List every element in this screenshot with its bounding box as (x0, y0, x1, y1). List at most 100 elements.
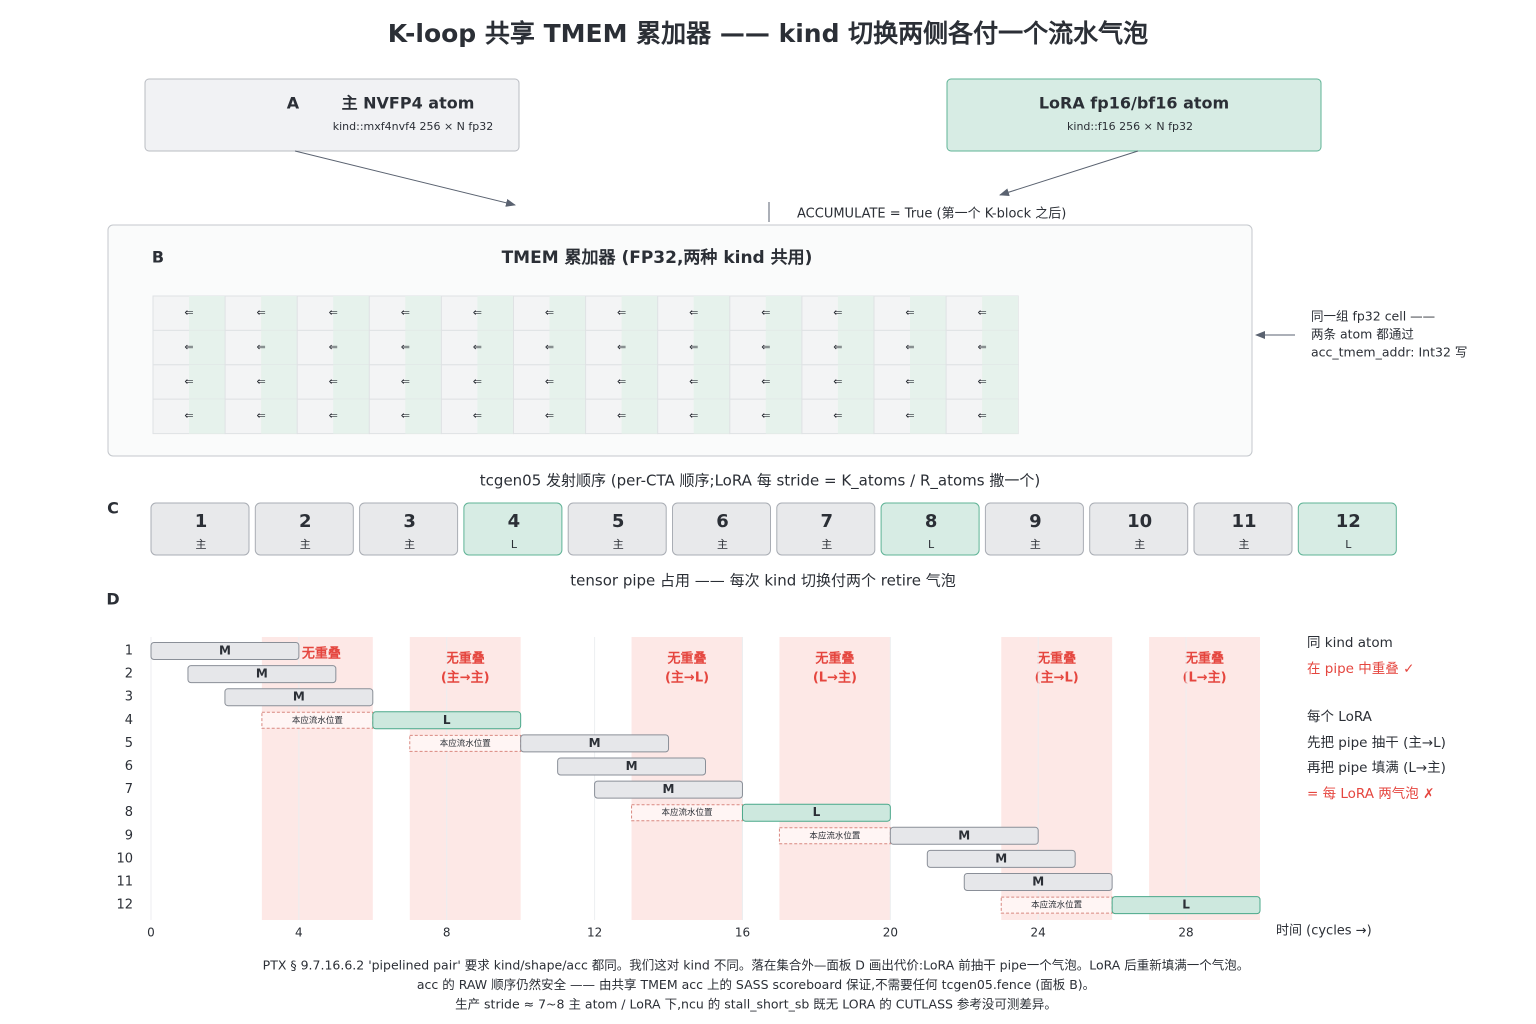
ghost-label: 本应流水位置 (809, 830, 861, 841)
cell-tint (333, 364, 370, 400)
cell-tint (982, 330, 1019, 365)
issue-box (567, 502, 667, 556)
cell-tint (405, 296, 442, 331)
atom-bar (150, 642, 300, 660)
issue-number: 7 (821, 511, 834, 532)
atom-bar (372, 711, 522, 730)
bar-label: L (813, 805, 821, 819)
x-axis-label: 时间 (cycles →) (1276, 924, 1372, 939)
panel-label: B (152, 248, 164, 267)
side-note-line: 同一组 fp32 cell —— (1311, 309, 1435, 324)
cell-tint (837, 364, 874, 400)
cell-arrow: ⇐ (256, 306, 265, 319)
atom-bar (741, 803, 891, 822)
bar-label: L (443, 713, 451, 727)
cell-arrow: ⇐ (473, 375, 482, 388)
side-note-line: acc_tmem_addr: Int32 写 (1311, 345, 1467, 360)
issue-number: 2 (299, 511, 312, 532)
row-label: 11 (116, 875, 133, 890)
cell-arrow: ⇐ (761, 409, 770, 422)
zone-label: (L→主) (813, 670, 857, 686)
cell-tint (549, 296, 586, 331)
cell-tint (693, 330, 730, 365)
issue-kind: 主 (821, 538, 832, 551)
ghost-slot (1000, 896, 1113, 914)
atom-bar (889, 826, 1039, 845)
issue-box (1089, 502, 1189, 556)
ghost-slot (778, 827, 891, 845)
cell-arrow: ⇐ (329, 306, 338, 319)
cell-tint (405, 330, 442, 365)
bar-label: M (663, 782, 675, 796)
cell-arrow: ⇐ (905, 409, 914, 422)
issue-box (1193, 502, 1293, 556)
issue-kind: L (1345, 538, 1352, 551)
footer: PTX § 9.7.16.6.2 'pipelined pair' 要求 kin… (263, 958, 1250, 1012)
cell-arrow: ⇐ (545, 375, 554, 388)
ghost-slot (409, 734, 522, 752)
issue-number: 6 (716, 511, 729, 532)
cell-tint (477, 296, 514, 331)
issue-box (776, 502, 876, 556)
cell-tint (333, 399, 370, 434)
cell-arrow: ⇐ (401, 375, 410, 388)
row-label: 5 (125, 736, 133, 751)
cell-arrow: ⇐ (184, 375, 193, 388)
row-label: 3 (125, 690, 133, 705)
issue-kind: 主 (1030, 538, 1041, 551)
bubble-zone (779, 637, 891, 920)
cell-tint (477, 330, 514, 365)
zone-label: 无重叠 (1036, 651, 1076, 667)
issue-kind: 主 (1239, 538, 1250, 551)
row-label: 2 (125, 667, 133, 682)
cell-arrow: ⇐ (905, 340, 914, 353)
x-tick-label: 8 (443, 926, 451, 940)
footer-line: 生产 stride ≈ 7~8 主 atom / LoRA 下,ncu 的 st… (455, 997, 1057, 1012)
ghost-slot (631, 804, 743, 822)
tmem-grid: ⇐ ⇐ ⇐ ⇐ ⇐ ⇐ ⇐ ⇐ ⇐ ⇐ ⇐ ⇐ ⇐ ⇐ ⇐ ⇐ ⇐ ⇐ ⇐ ⇐ ⇐ ⇐ ⇐ ⇐ ⇐ ⇐ ⇐ ⇐ ⇐ ⇐ ⇐ ⇐ ⇐ ⇐ ⇐ ⇐ ⇐ ⇐ ⇐ ⇐… (152, 295, 1019, 435)
issue-box (359, 502, 459, 556)
cell-tint (910, 330, 946, 365)
cell-tint (477, 399, 514, 434)
atom-bar (224, 688, 374, 707)
cell-arrow: ⇐ (977, 409, 986, 422)
cell-arrow: ⇐ (401, 306, 410, 319)
cell-arrow: ⇐ (401, 340, 410, 353)
cell-tint (261, 330, 298, 365)
bar-label: M (219, 644, 231, 658)
atom-bar (963, 873, 1113, 891)
cell-arrow: ⇐ (329, 375, 338, 388)
bubble-zone (1001, 637, 1113, 920)
issue-kind: 主 (613, 538, 624, 551)
ghost-label: 本应流水位置 (440, 738, 492, 749)
box-subtitle: kind::mxf4nvf4 256 × N fp32 (333, 120, 494, 133)
cell-tint (261, 399, 298, 434)
cell-arrow: ⇐ (256, 340, 265, 353)
bar-label: M (589, 736, 601, 750)
cell-arrow: ⇐ (833, 340, 842, 353)
row-label: 8 (125, 805, 133, 820)
issue-number: 9 (1029, 511, 1042, 532)
cell-tint (693, 399, 730, 434)
bar-label: M (1032, 875, 1044, 889)
cell-arrow: ⇐ (184, 409, 193, 422)
cell-tint (765, 364, 802, 400)
row-label: 9 (125, 828, 133, 843)
cell-arrow: ⇐ (689, 375, 698, 388)
bar-label: M (293, 690, 305, 704)
row-label: 1 (125, 644, 133, 659)
box-subtitle: kind::f16 256 × N fp32 (1067, 120, 1193, 133)
bar-label: L (1182, 898, 1190, 912)
atom-bar (187, 665, 337, 684)
cell-arrow: ⇐ (833, 375, 842, 388)
cell-arrow: ⇐ (545, 340, 554, 353)
cell-arrow: ⇐ (184, 340, 193, 353)
x-tick-label: 0 (147, 926, 155, 940)
issue-kind: L (928, 538, 935, 551)
cell-tint (837, 330, 874, 365)
cell-tint (549, 364, 586, 400)
lora-atom-box (946, 78, 1322, 152)
issue-order: 1 主 2 主 3 主 4 L 5 主 6 主 7 主 8 L 9 主 10 主 11 主 12 L (150, 502, 1397, 556)
legend-text: = 每 LoRA 两气泡 ✗ (1307, 786, 1434, 802)
x-tick-label: 12 (587, 926, 602, 940)
